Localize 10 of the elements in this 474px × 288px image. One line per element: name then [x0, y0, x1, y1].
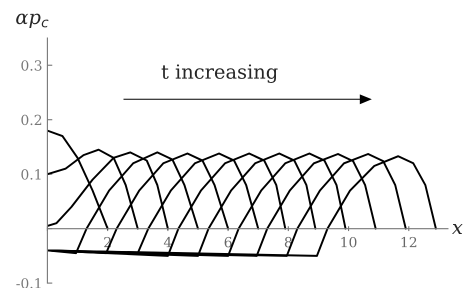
x-tick-label: 10 — [341, 236, 356, 248]
x-axis-title: x — [452, 224, 463, 234]
x-tick-label: 4 — [164, 236, 172, 248]
x-tick-label: 12 — [402, 236, 416, 248]
x-tick-label: 6 — [224, 236, 232, 248]
y-tick-label: 0.2 — [21, 114, 42, 126]
annotation: t increasing — [162, 64, 278, 83]
y-tick-label: 0.1 — [21, 169, 41, 180]
y-axis-title: αp$_{c}$ — [16, 14, 48, 28]
y-tick-label: 0.3 — [21, 60, 42, 71]
